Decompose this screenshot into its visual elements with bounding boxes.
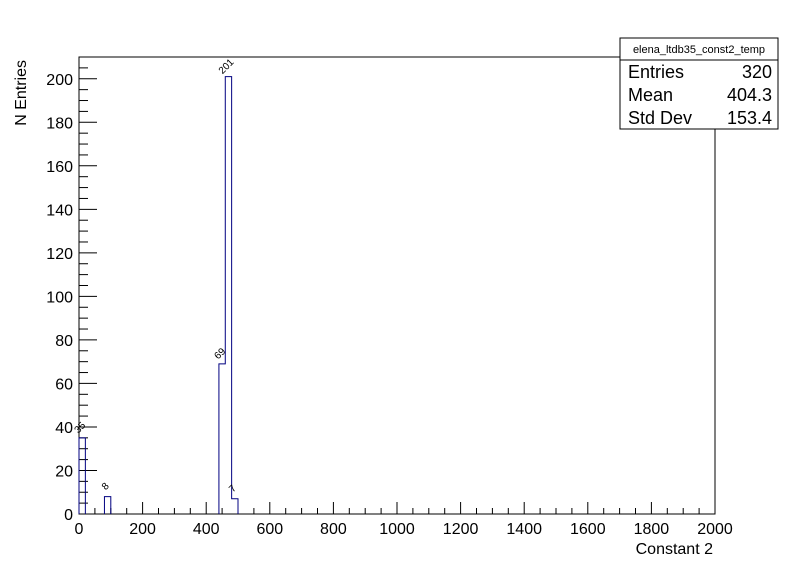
y-tick-label: 0 — [64, 507, 73, 524]
x-tick-label: 1800 — [634, 521, 670, 538]
y-tick-label: 120 — [46, 246, 73, 263]
stats-mean-label: Mean — [628, 85, 673, 105]
y-axis-ticks — [79, 56, 97, 515]
y-tick-label: 100 — [46, 289, 73, 306]
x-axis-ticks — [78, 502, 716, 514]
y-tick-label: 160 — [46, 159, 73, 176]
y-tick-label: 200 — [46, 72, 73, 89]
histogram-outline — [78, 76, 239, 514]
stats-box-title: elena_ltdb35_const2_temp — [633, 44, 765, 56]
y-tick-label: 40 — [55, 420, 73, 437]
stats-stddev-label: Std Dev — [628, 108, 692, 128]
y-axis-title: N Entries — [13, 60, 30, 126]
y-tick-label: 180 — [46, 115, 73, 132]
x-tick-label: 0 — [75, 521, 84, 538]
bin-value-label: 35 — [73, 420, 89, 436]
x-tick-label: 1000 — [379, 521, 415, 538]
bin-value-labels: 35 8 69 201 7 — [73, 57, 240, 495]
x-tick-label: 1200 — [443, 521, 479, 538]
stats-stddev-value: 153.4 — [727, 108, 772, 128]
stats-mean-value: 404.3 — [727, 85, 772, 105]
stats-entries-value: 320 — [742, 62, 772, 82]
x-axis-title: Constant 2 — [636, 541, 713, 558]
y-tick-label: 140 — [46, 202, 73, 219]
stats-entries-label: Entries — [628, 62, 684, 82]
y-tick-label: 80 — [55, 333, 73, 350]
y-tick-label: 60 — [55, 376, 73, 393]
y-axis-tick-labels: 0 20 40 60 80 100 120 140 160 180 200 — [46, 72, 73, 524]
x-tick-label: 1400 — [506, 521, 542, 538]
bin-value-label: 69 — [213, 346, 229, 362]
bin-value-label: 7 — [227, 483, 239, 495]
x-tick-label: 800 — [320, 521, 347, 538]
stats-box-frame — [619, 37, 779, 130]
x-axis-tick-labels: 0 200 400 600 800 1000 1200 1400 1600 1800 2000 — [75, 521, 733, 538]
y-tick-label: 20 — [55, 463, 73, 480]
x-tick-label: 200 — [129, 521, 156, 538]
x-tick-label: 400 — [193, 521, 220, 538]
bin-value-label: 201 — [217, 57, 237, 77]
stats-box: elena_ltdb35_const2_temp Entries 320 Mea… — [619, 37, 779, 130]
x-tick-label: 2000 — [697, 521, 733, 538]
bin-value-label: 8 — [100, 481, 112, 493]
x-tick-label: 600 — [256, 521, 283, 538]
x-tick-label: 1600 — [570, 521, 606, 538]
